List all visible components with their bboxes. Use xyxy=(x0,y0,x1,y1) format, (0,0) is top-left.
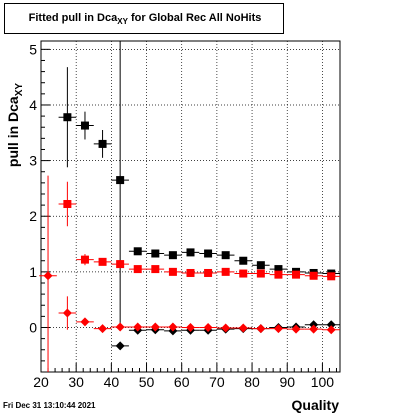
datestamp: Fri Dec 31 13:10:44 2021 xyxy=(3,401,96,410)
data-point-square xyxy=(274,265,283,274)
tick-labels: 20 30 40 50 60 70 80 90 100 0 1 2 3 4 5 xyxy=(29,41,334,390)
data-point-square xyxy=(256,269,265,278)
x-tick-label: 50 xyxy=(139,374,155,390)
data-point-square xyxy=(186,268,195,277)
data-point-square xyxy=(186,248,195,257)
plot-title-rest: for Global Rec All NoHits xyxy=(127,12,262,24)
data-point-square xyxy=(168,251,177,260)
axis-ticks xyxy=(40,48,337,373)
data-point-diamond xyxy=(309,324,319,334)
data-point-diamond xyxy=(43,271,53,281)
y-tick-label: 5 xyxy=(29,41,37,57)
x-tick-label: 40 xyxy=(104,374,120,390)
data-point-square xyxy=(98,257,107,266)
data-point-square xyxy=(239,269,248,278)
y-tick-label: 2 xyxy=(29,208,37,224)
series-0 xyxy=(58,41,340,325)
data-point-diamond xyxy=(133,322,143,332)
y-axis-title-subscript: XY xyxy=(14,83,25,97)
data-point-square xyxy=(80,121,89,130)
y-tick-label: 4 xyxy=(29,97,37,113)
data-point-diamond xyxy=(221,323,231,333)
data-point-diamond xyxy=(326,325,336,335)
data-point-diamond xyxy=(115,341,125,351)
data-point-diamond xyxy=(186,322,195,332)
data-point-square xyxy=(239,256,248,265)
x-tick-label: 60 xyxy=(174,374,190,390)
data-point-square xyxy=(133,265,142,274)
series-3 xyxy=(39,175,340,372)
data-point-square xyxy=(309,271,318,280)
data-point-square xyxy=(133,247,142,256)
data-point-square xyxy=(116,176,125,185)
plot-title-main: Fitted pull in Dca xyxy=(28,12,118,24)
data-point-diamond xyxy=(80,317,90,327)
plot-title: Fitted pull in DcaXY for Global Rec All … xyxy=(5,12,285,26)
data-point-diamond xyxy=(168,322,178,332)
y-tick-label: 3 xyxy=(29,153,37,169)
y-tick-label: 1 xyxy=(29,264,37,280)
plot-title-box: Fitted pull in DcaXY for Global Rec All … xyxy=(4,3,284,34)
data-point-square xyxy=(168,267,177,276)
data-point-square xyxy=(204,268,213,277)
y-axis-title-main: pull in Dca xyxy=(5,96,21,167)
data-point-diamond xyxy=(256,324,266,334)
y-axis-title: pull in DcaXY xyxy=(5,83,25,167)
data-point-square xyxy=(151,265,160,274)
x-axis-title: Quality xyxy=(292,397,340,413)
x-tick-label: 20 xyxy=(33,374,49,390)
data-point-square xyxy=(63,199,72,208)
data-point-square xyxy=(204,249,213,258)
data-marks xyxy=(39,41,340,372)
x-tick-label: 30 xyxy=(68,374,84,390)
plot-frame xyxy=(40,40,341,373)
data-point-diamond xyxy=(203,322,213,332)
data-point-diamond xyxy=(150,322,160,332)
data-point-diamond xyxy=(115,322,125,332)
data-point-diamond xyxy=(98,324,108,334)
data-point-square xyxy=(274,270,283,279)
data-point-diamond xyxy=(62,308,72,318)
series-1 xyxy=(58,181,340,281)
data-point-diamond xyxy=(291,324,301,334)
x-tick-label: 70 xyxy=(209,374,225,390)
data-point-square xyxy=(221,251,230,260)
x-tick-label: 80 xyxy=(244,374,260,390)
data-point-square xyxy=(256,261,265,270)
y-tick-label: 0 xyxy=(29,319,37,335)
plot-title-subscript: XY xyxy=(117,17,128,27)
data-point-square xyxy=(98,139,107,148)
data-point-square xyxy=(63,113,72,122)
data-point-square xyxy=(221,267,230,276)
data-point-square xyxy=(292,270,301,279)
data-point-square xyxy=(151,249,160,258)
x-tick-label: 90 xyxy=(279,374,295,390)
x-tick-label: 100 xyxy=(311,374,335,390)
data-point-square xyxy=(80,255,89,264)
data-point-square xyxy=(116,260,125,269)
data-point-diamond xyxy=(273,324,283,334)
data-point-diamond xyxy=(326,320,336,330)
data-point-diamond xyxy=(238,323,248,333)
data-point-square xyxy=(327,272,336,281)
